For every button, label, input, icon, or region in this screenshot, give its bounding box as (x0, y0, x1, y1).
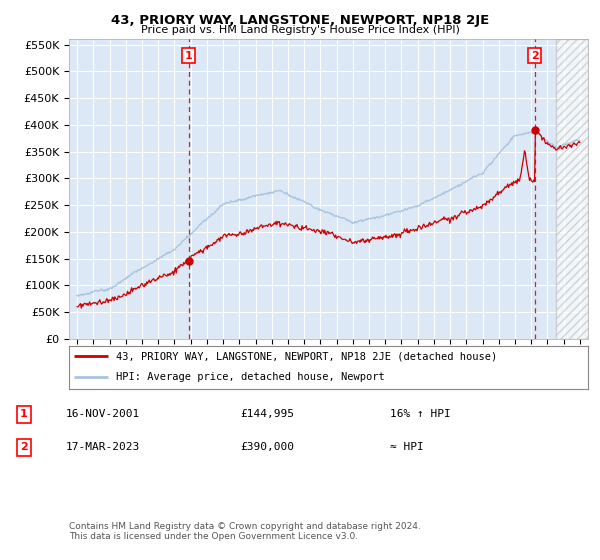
Text: Price paid vs. HM Land Registry's House Price Index (HPI): Price paid vs. HM Land Registry's House … (140, 25, 460, 35)
Text: 2: 2 (20, 442, 28, 452)
Text: 1: 1 (20, 409, 28, 419)
Text: 16% ↑ HPI: 16% ↑ HPI (390, 409, 451, 419)
Text: £144,995: £144,995 (240, 409, 294, 419)
Text: 17-MAR-2023: 17-MAR-2023 (66, 442, 140, 452)
Text: 1: 1 (185, 50, 193, 60)
Text: 43, PRIORY WAY, LANGSTONE, NEWPORT, NP18 2JE: 43, PRIORY WAY, LANGSTONE, NEWPORT, NP18… (111, 14, 489, 27)
Text: £390,000: £390,000 (240, 442, 294, 452)
Text: 43, PRIORY WAY, LANGSTONE, NEWPORT, NP18 2JE (detached house): 43, PRIORY WAY, LANGSTONE, NEWPORT, NP18… (116, 352, 497, 361)
Text: Contains HM Land Registry data © Crown copyright and database right 2024.
This d: Contains HM Land Registry data © Crown c… (69, 522, 421, 542)
Text: 16-NOV-2001: 16-NOV-2001 (66, 409, 140, 419)
Text: HPI: Average price, detached house, Newport: HPI: Average price, detached house, Newp… (116, 372, 385, 382)
Text: 2: 2 (531, 50, 539, 60)
Text: ≈ HPI: ≈ HPI (390, 442, 424, 452)
